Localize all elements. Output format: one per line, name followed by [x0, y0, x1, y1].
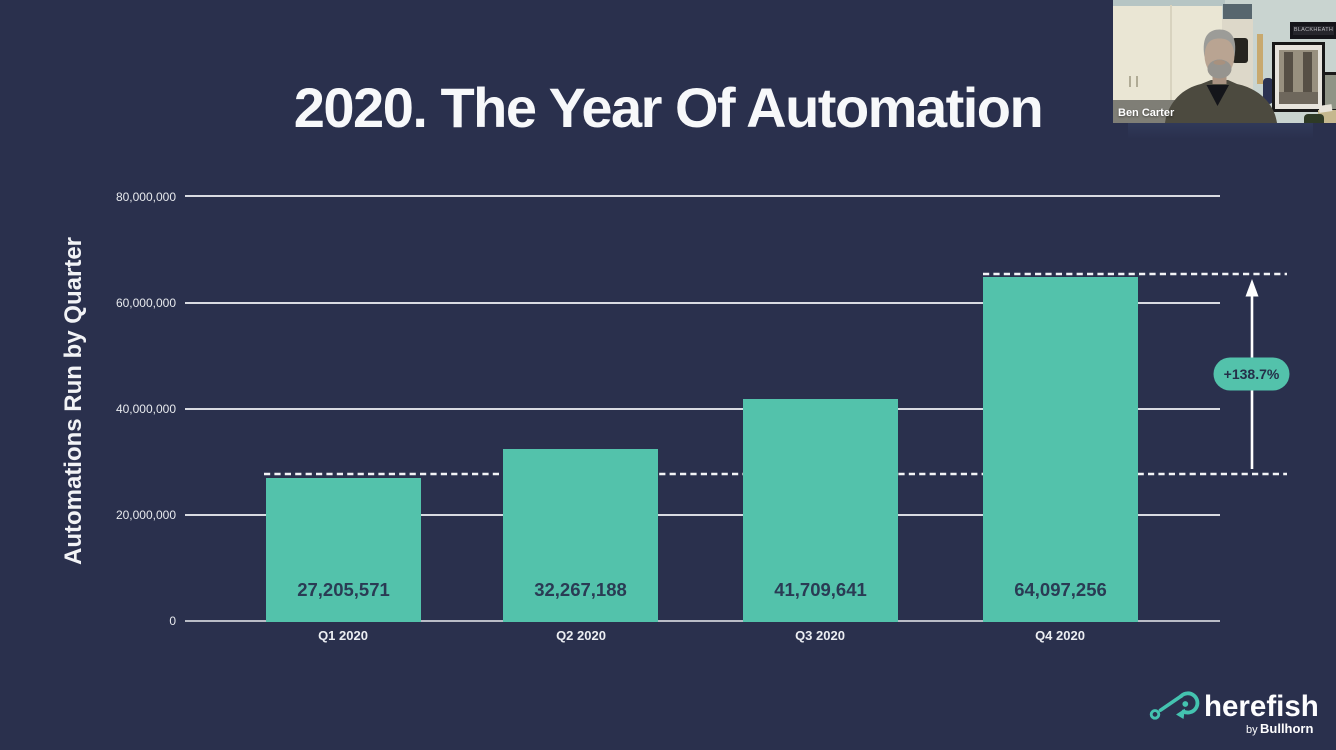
svg-text:Bullhorn: Bullhorn [1260, 721, 1313, 736]
svg-text:+138.7%: +138.7% [1224, 366, 1280, 382]
svg-text:herefish: herefish [1204, 690, 1319, 723]
svg-text:by: by [1246, 724, 1258, 736]
